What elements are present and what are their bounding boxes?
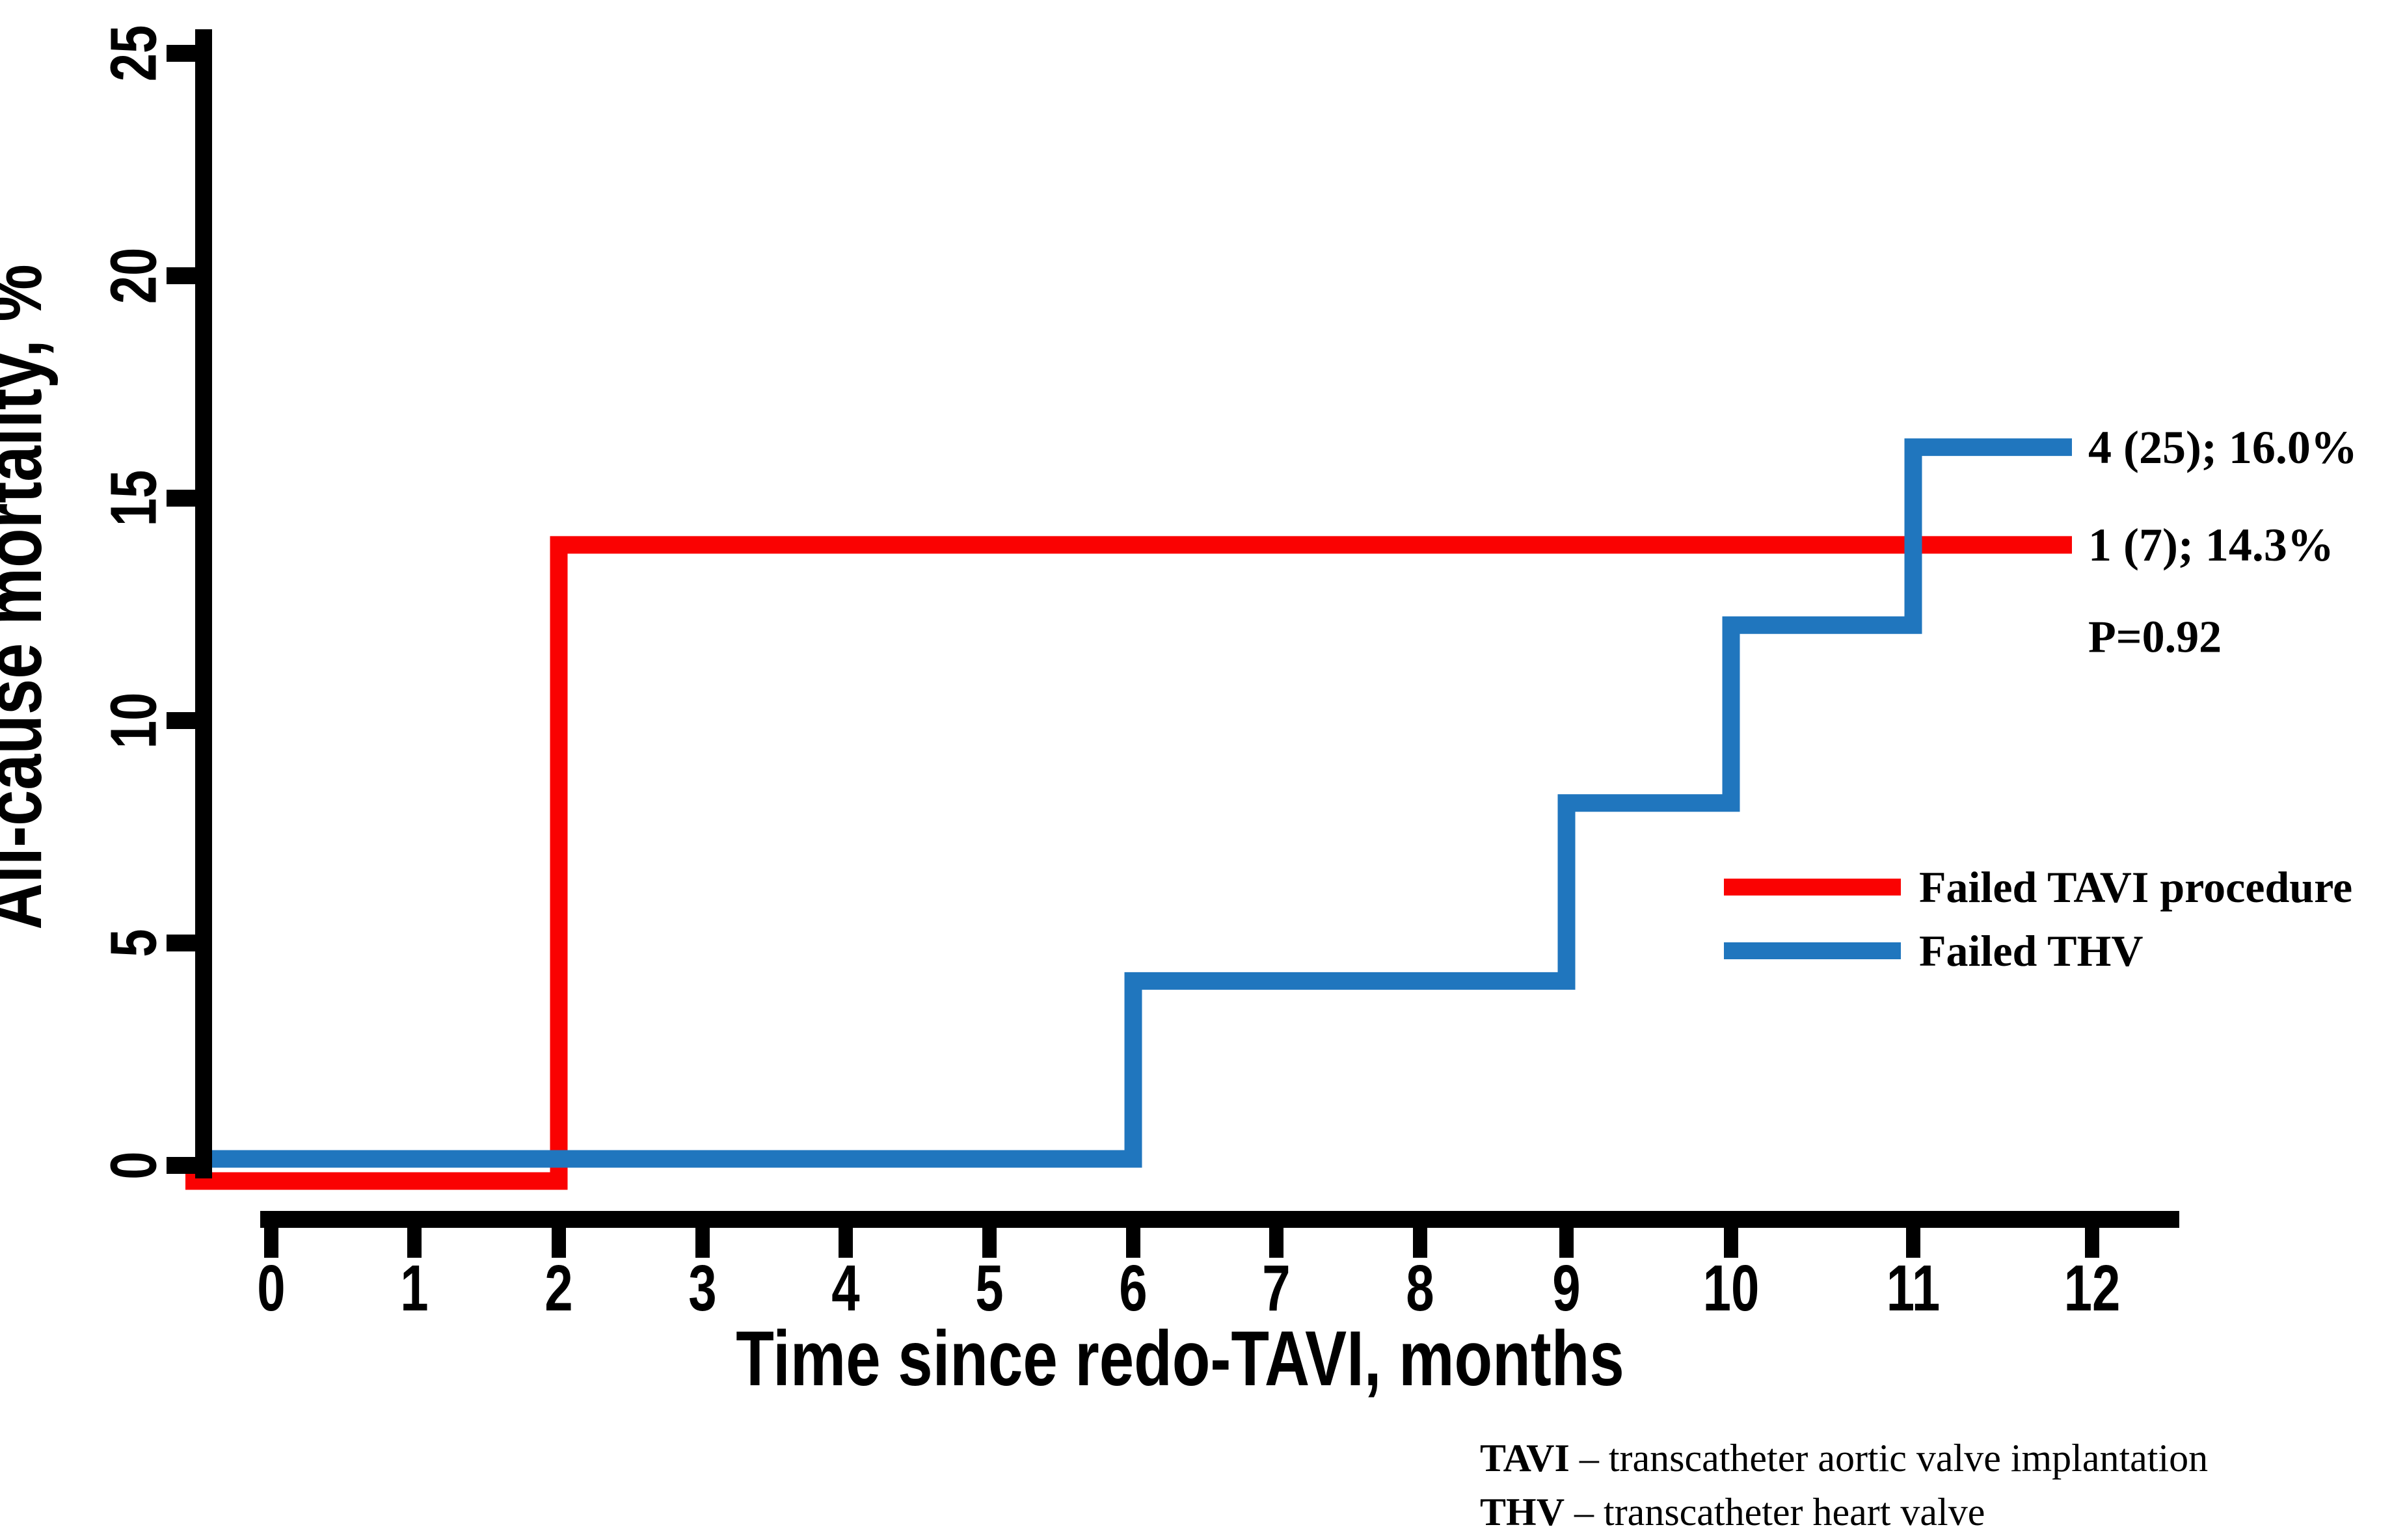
p-value-label: P=0.92	[2088, 613, 2222, 663]
x-tick-label: 0	[257, 1253, 285, 1325]
y-tick-label: 10	[98, 693, 170, 749]
y-tick-label: 25	[98, 25, 170, 82]
x-axis-title: Time since redo-TAVI, months	[736, 1316, 1624, 1403]
legend-swatch-failed-thv	[1724, 942, 1901, 959]
x-tick	[1906, 1228, 1920, 1258]
y-tick	[167, 935, 195, 951]
series-line-failed-thv	[205, 438, 2072, 1168]
x-tick	[1413, 1228, 1427, 1258]
x-tick	[1126, 1228, 1140, 1258]
footnote-tavi-text: – transcatheter aortic valve implantatio…	[1570, 1437, 2208, 1480]
x-tick-label: 4	[831, 1253, 859, 1325]
series-line-failed-tavi	[185, 536, 2072, 1190]
y-tick	[167, 1157, 195, 1174]
x-tick	[1724, 1228, 1738, 1258]
legend: Failed TAVI procedure Failed THV	[1724, 862, 2352, 976]
footnotes: TAVI – transcatheter aortic valve implan…	[1480, 1437, 2208, 1533]
legend-label-failed-thv: Failed THV	[1919, 926, 2143, 976]
x-axis-bar	[260, 1211, 2179, 1228]
legend-swatch-failed-tavi	[1724, 879, 1901, 896]
x-tick	[1269, 1228, 1283, 1258]
y-tick	[167, 45, 195, 62]
y-axis-title: All-cause mortality, %	[0, 264, 59, 929]
x-tick	[2085, 1228, 2099, 1258]
x-tick-label: 10	[1703, 1253, 1760, 1325]
y-tick	[167, 712, 195, 729]
x-tick	[552, 1228, 566, 1258]
x-tick	[1559, 1228, 1574, 1258]
annotation-failed-tavi: 1 (7); 14.3%	[2088, 519, 2334, 571]
x-tick-label: 3	[688, 1253, 716, 1325]
series-lines	[185, 438, 2072, 1190]
annotation-failed-thv: 4 (25); 16.0%	[2088, 421, 2358, 473]
x-tick-label: 7	[1262, 1253, 1290, 1325]
footnote-tavi: TAVI – transcatheter aortic valve implan…	[1480, 1437, 2208, 1480]
y-tick-label: 20	[98, 248, 170, 304]
x-tick-label: 8	[1406, 1253, 1434, 1325]
x-tick-label: 1	[400, 1253, 428, 1325]
y-tick-label: 15	[98, 470, 170, 527]
y-tick-label: 5	[98, 929, 170, 957]
y-axis-spine	[195, 29, 212, 1178]
x-tick	[264, 1228, 278, 1258]
footnote-thv-abbr: THV	[1480, 1491, 1565, 1533]
x-tick	[695, 1228, 710, 1258]
x-tick-label: 5	[975, 1253, 1003, 1325]
footnote-thv-text: – transcatheter heart valve	[1565, 1491, 1985, 1533]
footnote-thv: THV – transcatheter heart valve	[1480, 1491, 1985, 1533]
x-tick-label: 11	[1887, 1253, 1940, 1325]
y-tick-label: 0	[98, 1151, 170, 1179]
footnote-tavi-abbr: TAVI	[1480, 1437, 1570, 1480]
legend-label-failed-tavi: Failed TAVI procedure	[1919, 862, 2352, 912]
x-tick-label: 12	[2064, 1253, 2121, 1325]
x-tick	[407, 1228, 422, 1258]
x-tick	[982, 1228, 997, 1258]
x-tick-label: 6	[1119, 1253, 1147, 1325]
y-tick	[167, 267, 195, 284]
x-tick-label: 2	[544, 1253, 572, 1325]
x-tick	[839, 1228, 853, 1258]
y-tick	[167, 490, 195, 507]
x-tick-label: 9	[1552, 1253, 1580, 1325]
